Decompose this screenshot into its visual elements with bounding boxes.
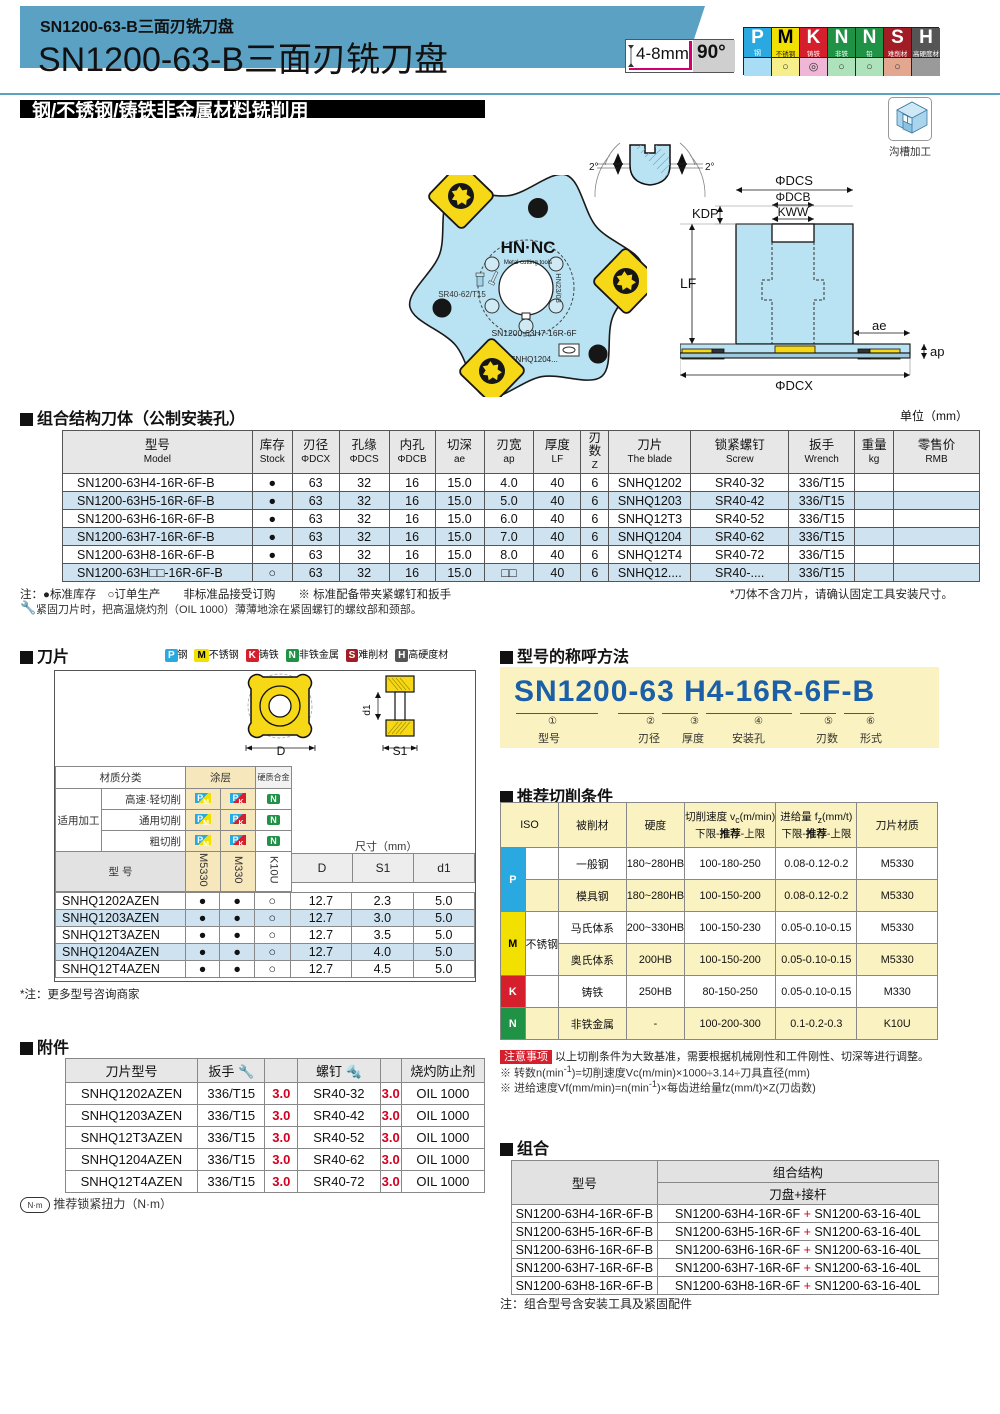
svg-text:SR40-62/T15: SR40-62/T15 bbox=[438, 290, 486, 299]
svg-text:HN23/03: HN23/03 bbox=[554, 273, 563, 303]
svg-text:HN·NC: HN·NC bbox=[501, 238, 556, 257]
svg-text:SN1200-63H7-16R-6F: SN1200-63H7-16R-6F bbox=[491, 328, 576, 338]
svg-text:KWW: KWW bbox=[778, 205, 809, 219]
svg-text:Metal cutting tools: Metal cutting tools bbox=[504, 260, 552, 266]
svg-text:D: D bbox=[277, 744, 286, 758]
svg-text:d1: d1 bbox=[362, 704, 373, 716]
svg-text:ΦDCS: ΦDCS bbox=[775, 173, 813, 188]
svg-text:ΦDCX: ΦDCX bbox=[775, 378, 813, 393]
svg-text:ΦDCB: ΦDCB bbox=[776, 190, 811, 204]
svg-text:2°: 2° bbox=[589, 162, 599, 173]
svg-text:ae: ae bbox=[872, 318, 886, 333]
svg-text:LF: LF bbox=[680, 275, 696, 291]
svg-text:KDP: KDP bbox=[692, 206, 719, 221]
svg-text:S1: S1 bbox=[393, 744, 408, 758]
svg-text:ap: ap bbox=[930, 344, 944, 359]
